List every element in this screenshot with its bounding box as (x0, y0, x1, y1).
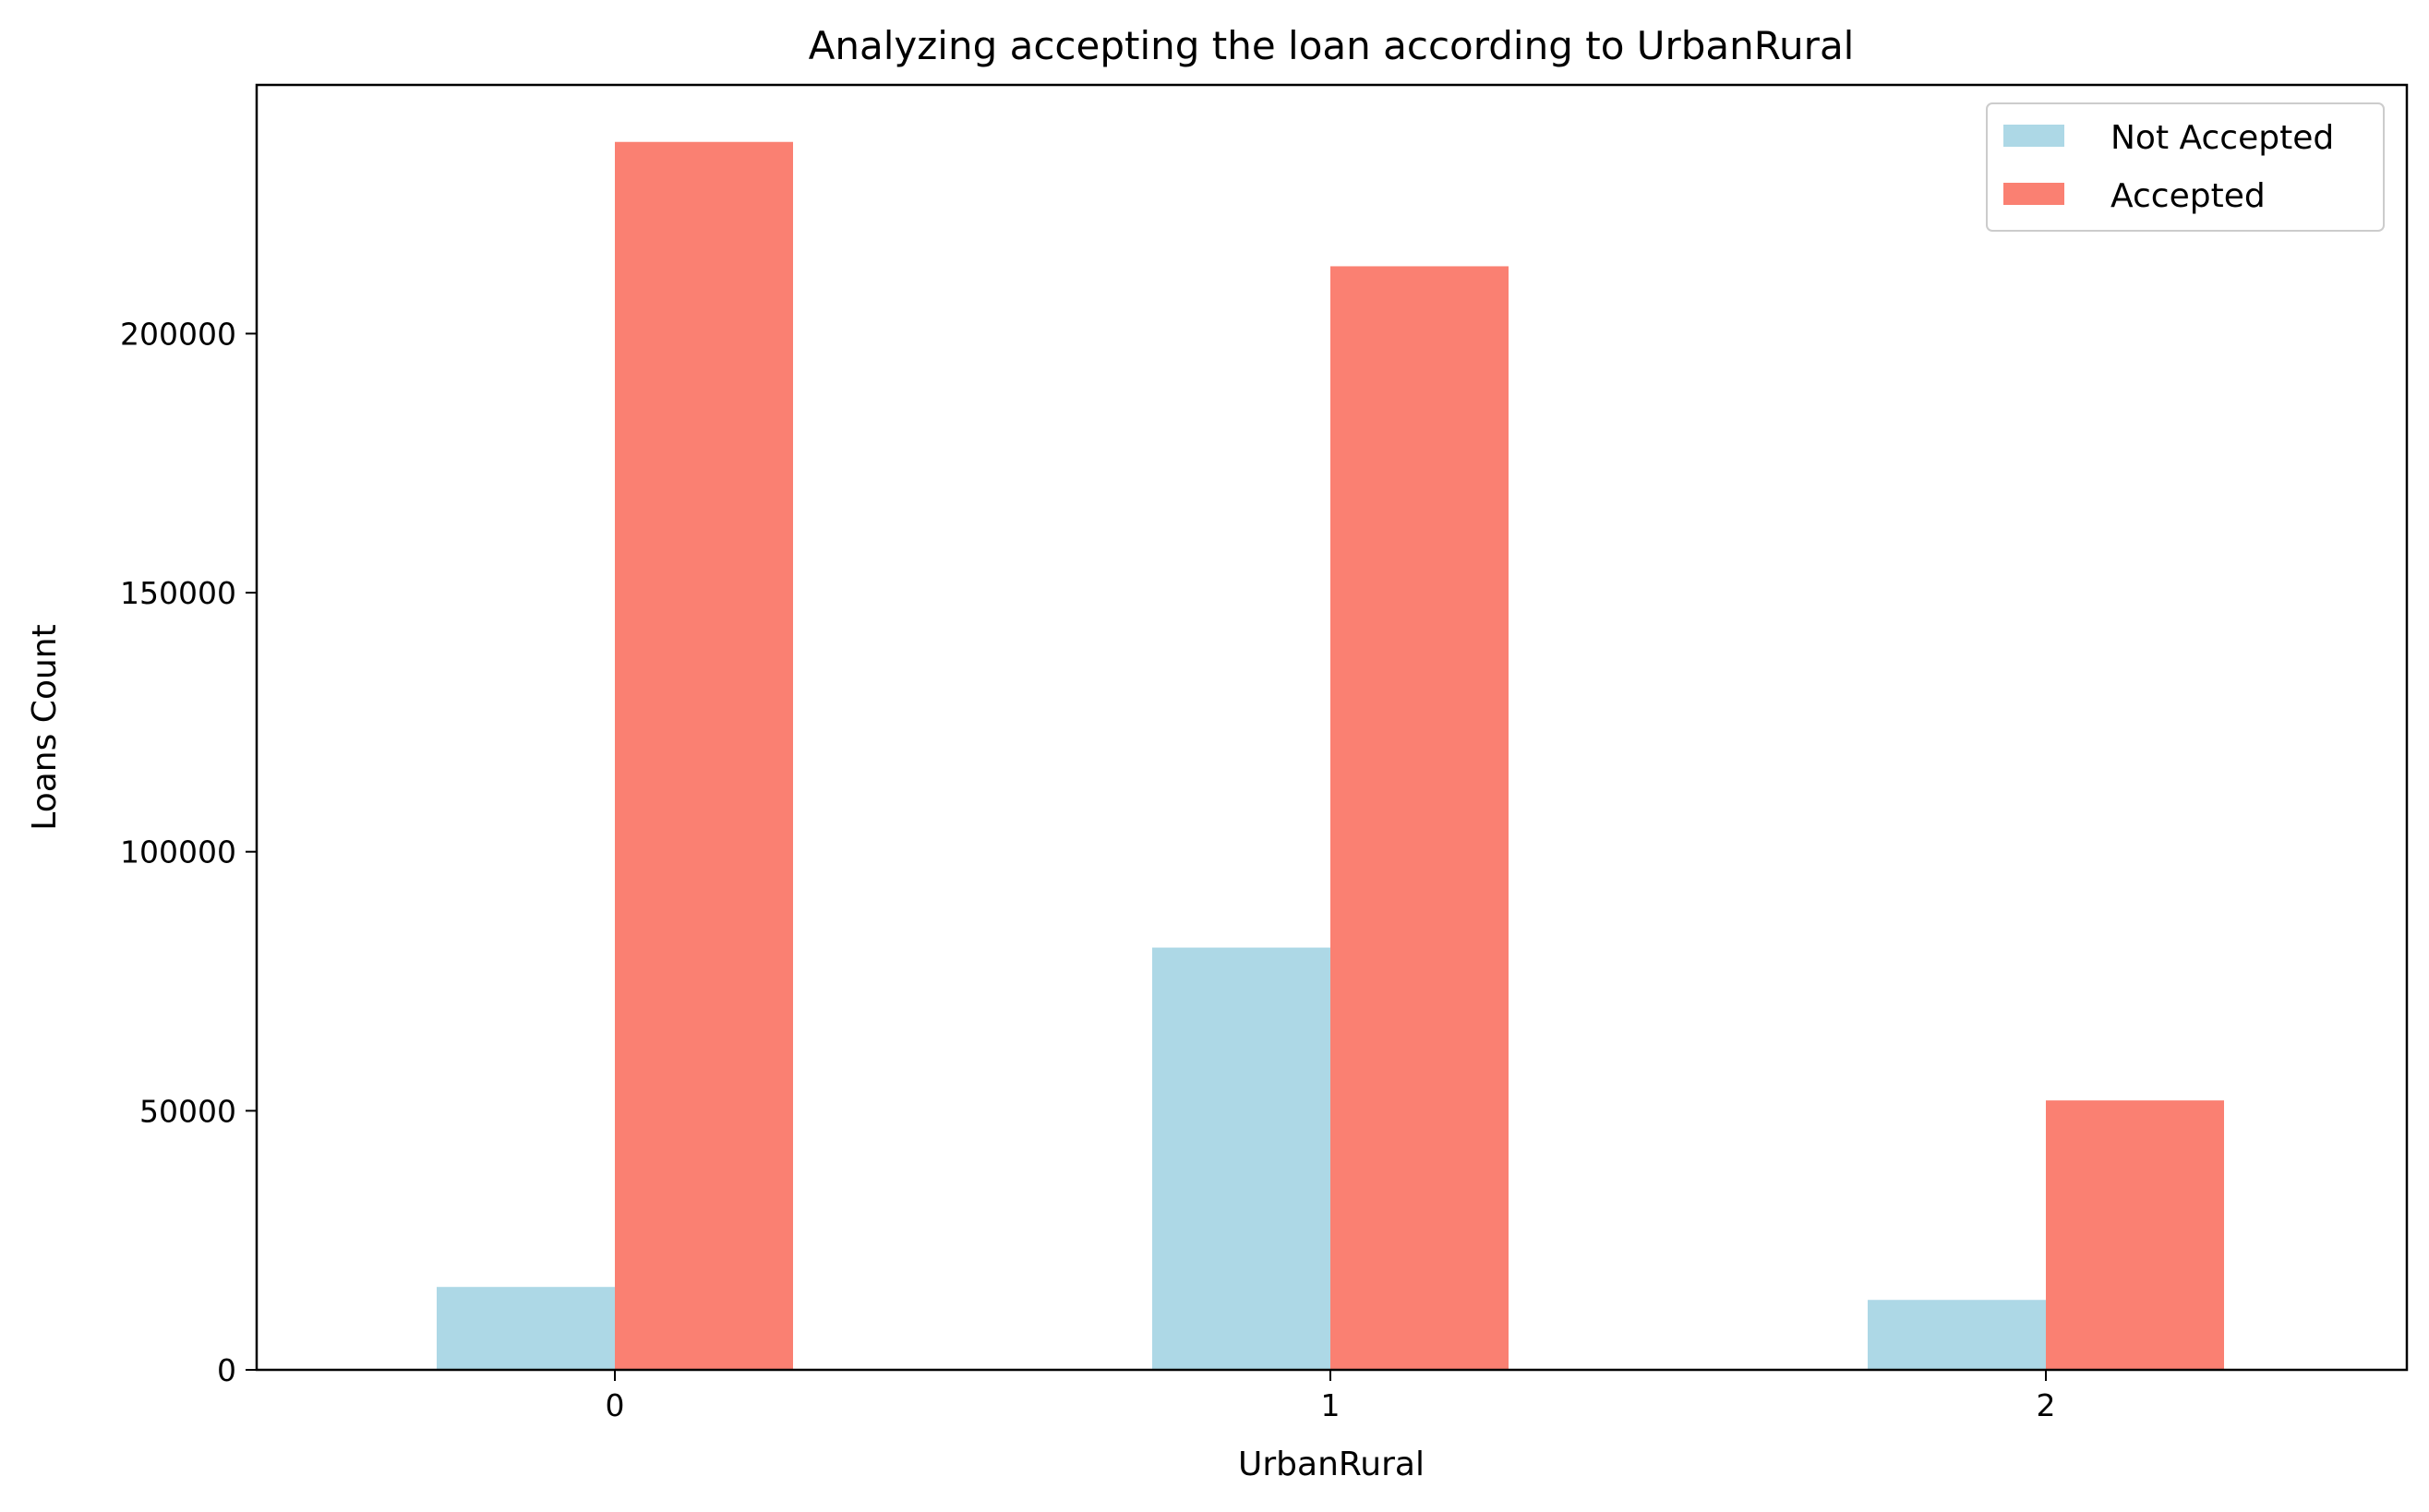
bar-accepted-1 (1330, 266, 1509, 1370)
y-tick-label: 200000 (120, 316, 236, 352)
bar-not-accepted-2 (1868, 1300, 2046, 1370)
bar-accepted-0 (615, 141, 793, 1370)
bar-not-accepted-1 (1152, 947, 1330, 1370)
bar-not-accepted-0 (437, 1287, 615, 1370)
y-axis-label: Loans Count (26, 624, 64, 830)
legend-label-accepted: Accepted (2110, 177, 2266, 215)
legend-swatch-accepted (2003, 183, 2064, 205)
x-tick-label: 1 (1321, 1387, 1341, 1423)
chart-title: Analyzing accepting the loan according t… (809, 23, 1855, 68)
legend-label-not-accepted: Not Accepted (2110, 119, 2334, 157)
y-tick-label: 0 (217, 1352, 236, 1388)
bars-layer (437, 141, 2224, 1370)
bar-accepted-2 (2046, 1100, 2224, 1370)
x-tick-label: 2 (2037, 1387, 2056, 1423)
legend-frame (1986, 102, 2385, 232)
plot-area-frame (255, 83, 2409, 1372)
x-axis-label: UrbanRural (1238, 1446, 1425, 1483)
y-tick-label: 100000 (120, 834, 236, 870)
y-tick-label: 150000 (120, 575, 236, 611)
x-tick-label: 0 (606, 1387, 625, 1423)
y-tick-label: 50000 (139, 1093, 236, 1129)
y-axis: 0 50000 100000 150000 200000 (120, 316, 257, 1388)
legend-swatch-not-accepted (2003, 125, 2064, 147)
x-axis: 0 1 2 (606, 1370, 2056, 1423)
legend: Not Accepted Accepted (1986, 102, 2385, 232)
